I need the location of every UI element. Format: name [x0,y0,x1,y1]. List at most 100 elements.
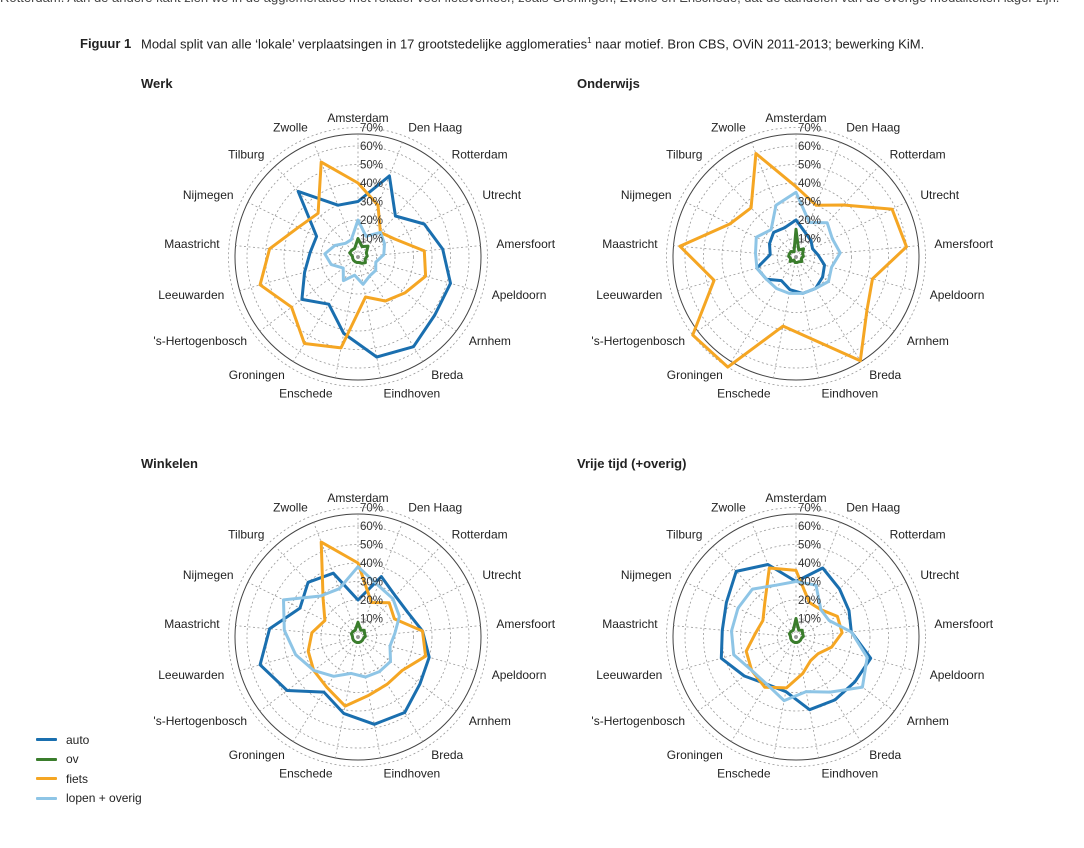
category-label: Maastricht [602,617,658,631]
category-label: Eindhoven [384,387,441,401]
grid-spoke [795,256,915,292]
tick-label: 50% [360,160,383,172]
category-label: Utrecht [920,568,959,582]
tick-label: 30% [798,577,821,589]
category-label: Rotterdam [452,527,508,541]
legend-label: ov [66,752,79,767]
category-label: 's-Hertogenbosch [591,714,685,728]
tick-label: 60% [798,521,821,533]
series-lopen-overig [323,218,386,286]
grid-spoke [795,636,895,712]
grid-spoke [685,581,797,638]
grid-spoke [677,636,797,672]
grid-spoke [697,256,797,332]
category-label: Leeuwarden [596,288,662,302]
grid-spoke [773,256,797,378]
category-label: Tilburg [228,527,264,541]
category-label: Amsterdam [327,111,388,125]
tick-label: 20% [360,215,383,227]
tick-label: 20% [798,215,821,227]
grid-spoke [795,625,919,638]
category-label: Apeldoorn [492,668,547,682]
legend-item-ov: ov [36,750,142,770]
category-label: Amsterdam [765,111,826,125]
grid-spoke [239,636,359,672]
category-label: Den Haag [846,500,900,514]
category-label: Utrecht [920,188,959,202]
cut-off-body-text: Rotterdam. Aan de andere kant zien we in… [0,0,1084,10]
category-label: Groningen [667,748,723,762]
series-auto [296,174,452,359]
category-label: Breda [869,368,901,382]
panel-title-onderwijs: Onderwijs [577,76,640,91]
series-fiets [258,160,428,350]
figure-caption-footnote-mark: 1 [587,36,592,45]
figure-caption-text: Modal split van alle ‘lokale’ verplaatsi… [141,36,588,52]
legend-swatch [36,738,57,742]
figure-caption-tail: naar motief. Bron CBS, OViN 2011-2013; b… [591,36,925,52]
category-label: Eindhoven [822,387,879,401]
category-label: Enschede [717,767,771,781]
category-label: Maastricht [602,237,658,251]
tick-label: 20% [360,595,383,607]
category-label: Amersfoort [934,237,993,251]
category-label: Utrecht [482,568,521,582]
grid-spoke [357,201,469,258]
grid-spoke [235,245,359,258]
category-label: Amsterdam [765,491,826,505]
category-label: Arnhem [469,714,511,728]
grid-spoke [795,256,895,332]
grid-spoke [712,545,797,638]
tick-label: 10% [360,614,383,626]
grid-ring [246,525,470,749]
legend-item-lopen-overig: lopen + overig [36,789,142,809]
category-label: 's-Hertogenbosch [153,334,247,348]
tick-label: 30% [798,197,821,209]
series-auto [719,563,873,712]
tick-label: 40% [360,558,383,570]
tick-label: 40% [798,178,821,190]
category-label: Apeldoorn [930,288,985,302]
category-label: Amersfoort [496,617,555,631]
category-label: Amersfoort [934,617,993,631]
category-label: Rotterdam [890,147,946,161]
category-label: Tilburg [228,147,264,161]
grid-spoke [795,636,915,672]
grid-ring [758,599,834,675]
figure-caption: Modal split van alle ‘lokale’ verplaatsi… [141,36,924,51]
category-label: Eindhoven [822,767,879,781]
radar-chart-winkelen: 10% 20% 30% 40% 50% 60% 70%Amsterdam Den Haag Ro… [153,491,555,781]
series-auto [258,571,431,726]
category-label: Enschede [279,387,333,401]
grid-ring [265,164,451,350]
series-auto [755,218,826,295]
tick-label: 70% [360,503,383,515]
tick-label: 70% [798,123,821,135]
tick-label: 50% [360,540,383,552]
legend-swatch [36,796,57,800]
category-label: Eindhoven [384,767,441,781]
category-label: Utrecht [482,188,521,202]
category-label: Groningen [229,368,285,382]
category-label: Maastricht [164,237,220,251]
tick-label: 40% [798,558,821,570]
panel-title-vrije-tijd: Vrije tijd (+overig) [577,456,687,471]
grid-spoke [239,256,359,292]
series-fiets [306,540,428,708]
grid-spoke [673,625,797,638]
category-label: Arnhem [469,334,511,348]
category-label: Zwolle [711,120,746,134]
grid-ring [684,145,908,369]
grid-spoke [247,201,359,258]
series-lopen-overig [282,565,401,679]
tick-label: 10% [798,614,821,626]
grid-spoke [335,636,359,758]
grid-spoke [673,245,797,258]
category-label: Amsterdam [327,491,388,505]
radar-chart-onderwijs: 10% 20% 30% 40% 50% 60% 70%Amsterdam Den Haag Ro… [591,111,993,401]
grid-ring [703,544,889,730]
grid-ring [265,544,451,730]
category-label: Enschede [279,767,333,781]
category-label: 's-Hertogenbosch [591,334,685,348]
